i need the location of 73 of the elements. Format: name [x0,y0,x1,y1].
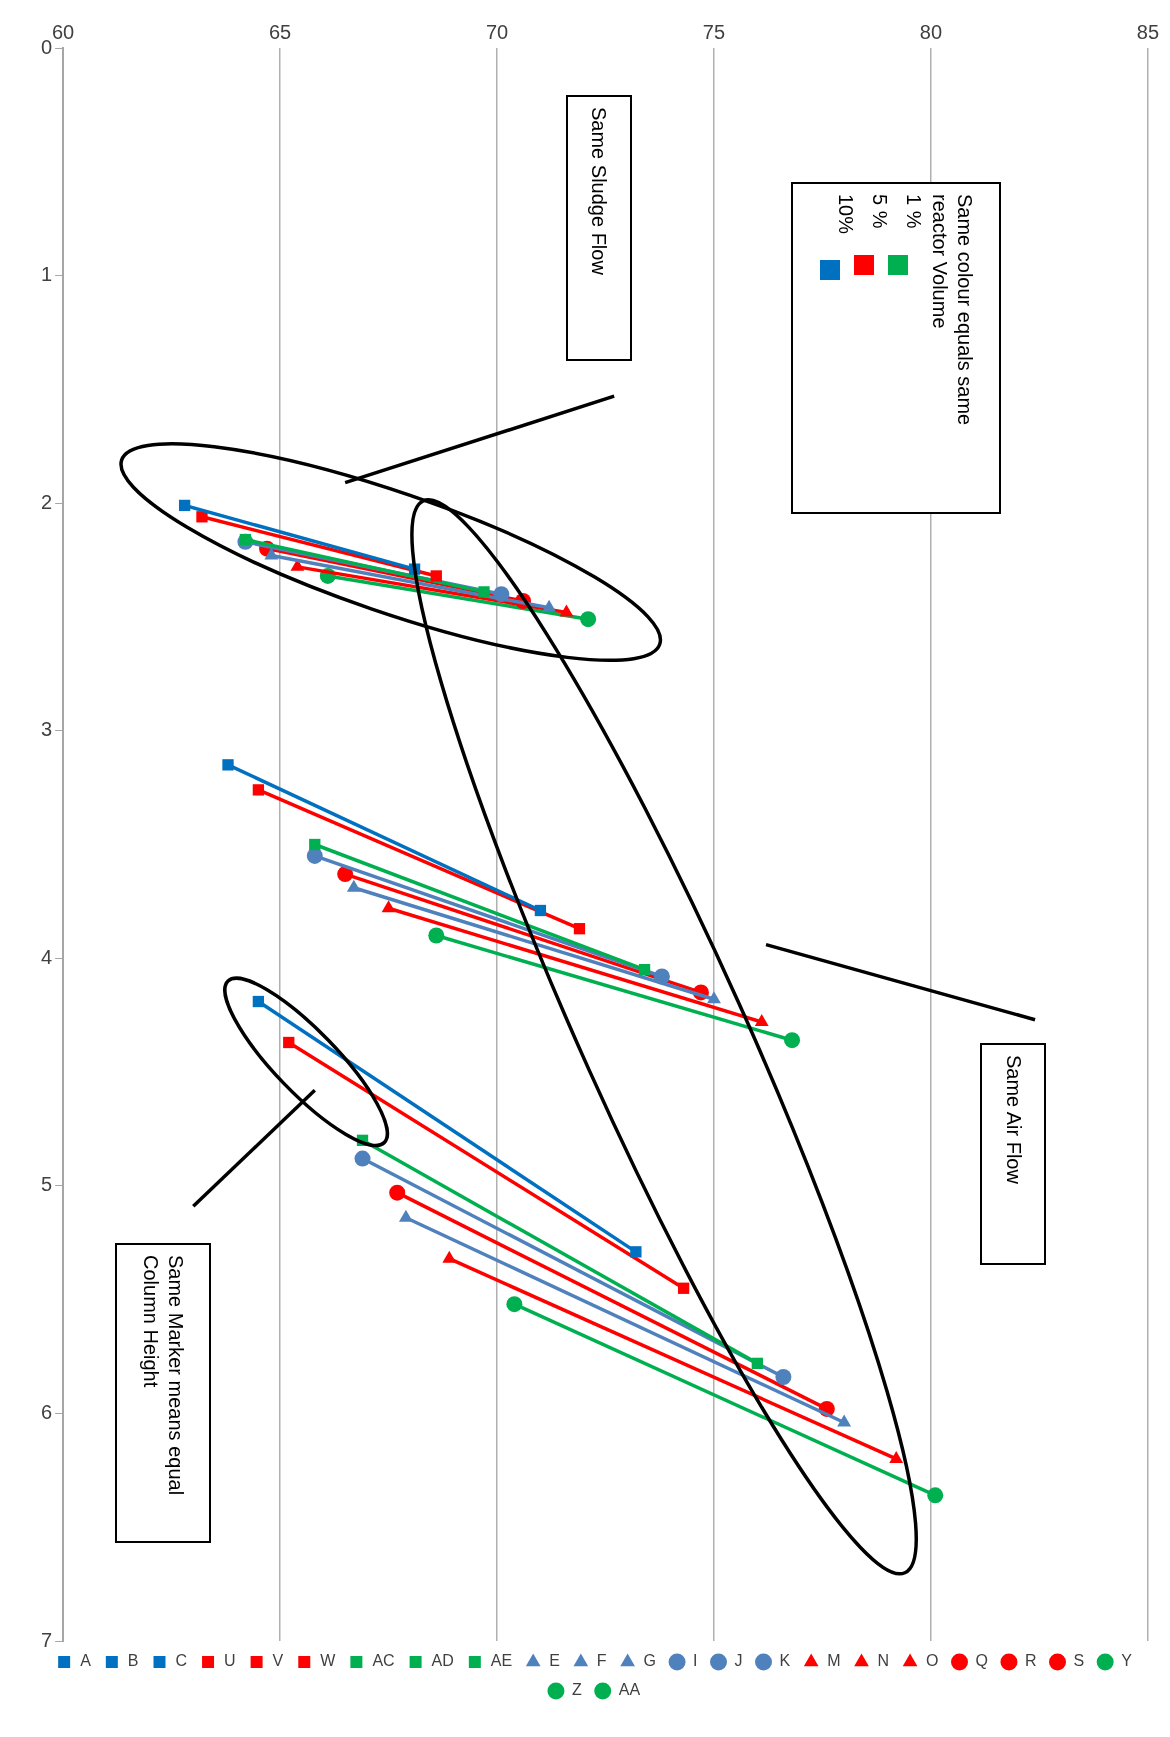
legend-label: A [80,1652,92,1670]
x-tick-label: 70 [485,20,509,43]
legend-label: J [734,1652,743,1670]
annotation: Same Marker means equal Column Height [138,1254,188,1498]
x-tick-label: 85 [1136,20,1159,43]
legend-label: E [549,1652,560,1670]
point [337,866,354,883]
point [478,586,490,598]
legend-label: AC [372,1652,395,1670]
x-tick-label: 60 [52,20,75,43]
legend-label: AD [431,1652,454,1670]
legend-label: Y [1121,1652,1133,1670]
point [927,1487,944,1504]
point [506,1296,523,1313]
point [239,533,252,546]
annotation: Same Air Flow [1001,1054,1026,1186]
x-tick-label: 65 [268,20,292,43]
legend-label: AA [618,1681,641,1699]
y-tick-label: 4 [41,945,53,968]
x-tick-label: 80 [919,20,943,43]
legend-label: G [643,1652,657,1670]
legend-label: R [1024,1652,1037,1670]
point [677,1282,690,1294]
legend-label: Q [975,1652,988,1670]
point [428,927,445,944]
legend-label: I [693,1652,698,1670]
annotation: Same Sludge Flow [587,106,612,277]
point [252,995,265,1008]
annotation: 5 % [869,194,892,229]
point [775,1369,792,1386]
callout-box: Same Marker means equal Column Height [114,1242,211,1543]
y-tick-label: 5 [41,1173,53,1196]
point [430,570,442,582]
annotation: 10% [834,194,859,235]
legend-label: N [877,1652,890,1670]
legend-label: C [175,1652,188,1670]
point [534,904,547,917]
point [784,1032,801,1049]
point [252,784,265,796]
y-tick-label: 2 [41,490,53,513]
legend-label: W [320,1652,337,1670]
point [283,1036,295,1049]
y-tick-label: 6 [41,1400,53,1423]
legend-label: B [127,1652,139,1670]
point [178,499,191,512]
legend-label: F [596,1652,607,1670]
point [638,964,651,976]
point [309,838,321,851]
callout-box: Same Air Flow [980,1043,1047,1265]
point [751,1357,764,1370]
callout-box: Same Sludge Flow [566,94,632,361]
y-tick-label: 0 [41,35,53,58]
legend-label: K [779,1652,791,1670]
legend-label: AE [490,1652,513,1670]
point [573,923,586,935]
y-tick-label: 3 [41,718,53,741]
point [580,611,597,628]
point [354,1150,371,1167]
legend-label: Z [571,1681,582,1699]
point [389,1184,406,1201]
legend-label: O [926,1652,939,1670]
legend-label: U [224,1652,236,1670]
x-tick-label: 75 [702,20,726,43]
point [222,759,234,771]
point [630,1246,642,1258]
annotation: Same colour equals same reactor Volume [928,194,978,428]
annotation: 1 % [903,194,926,229]
y-tick-label: 1 [41,263,53,286]
legend-label: S [1073,1652,1085,1670]
point [196,511,208,523]
y-tick-label: 7 [41,1628,53,1651]
legend-label: M [827,1652,841,1670]
legend-label: V [272,1652,284,1670]
